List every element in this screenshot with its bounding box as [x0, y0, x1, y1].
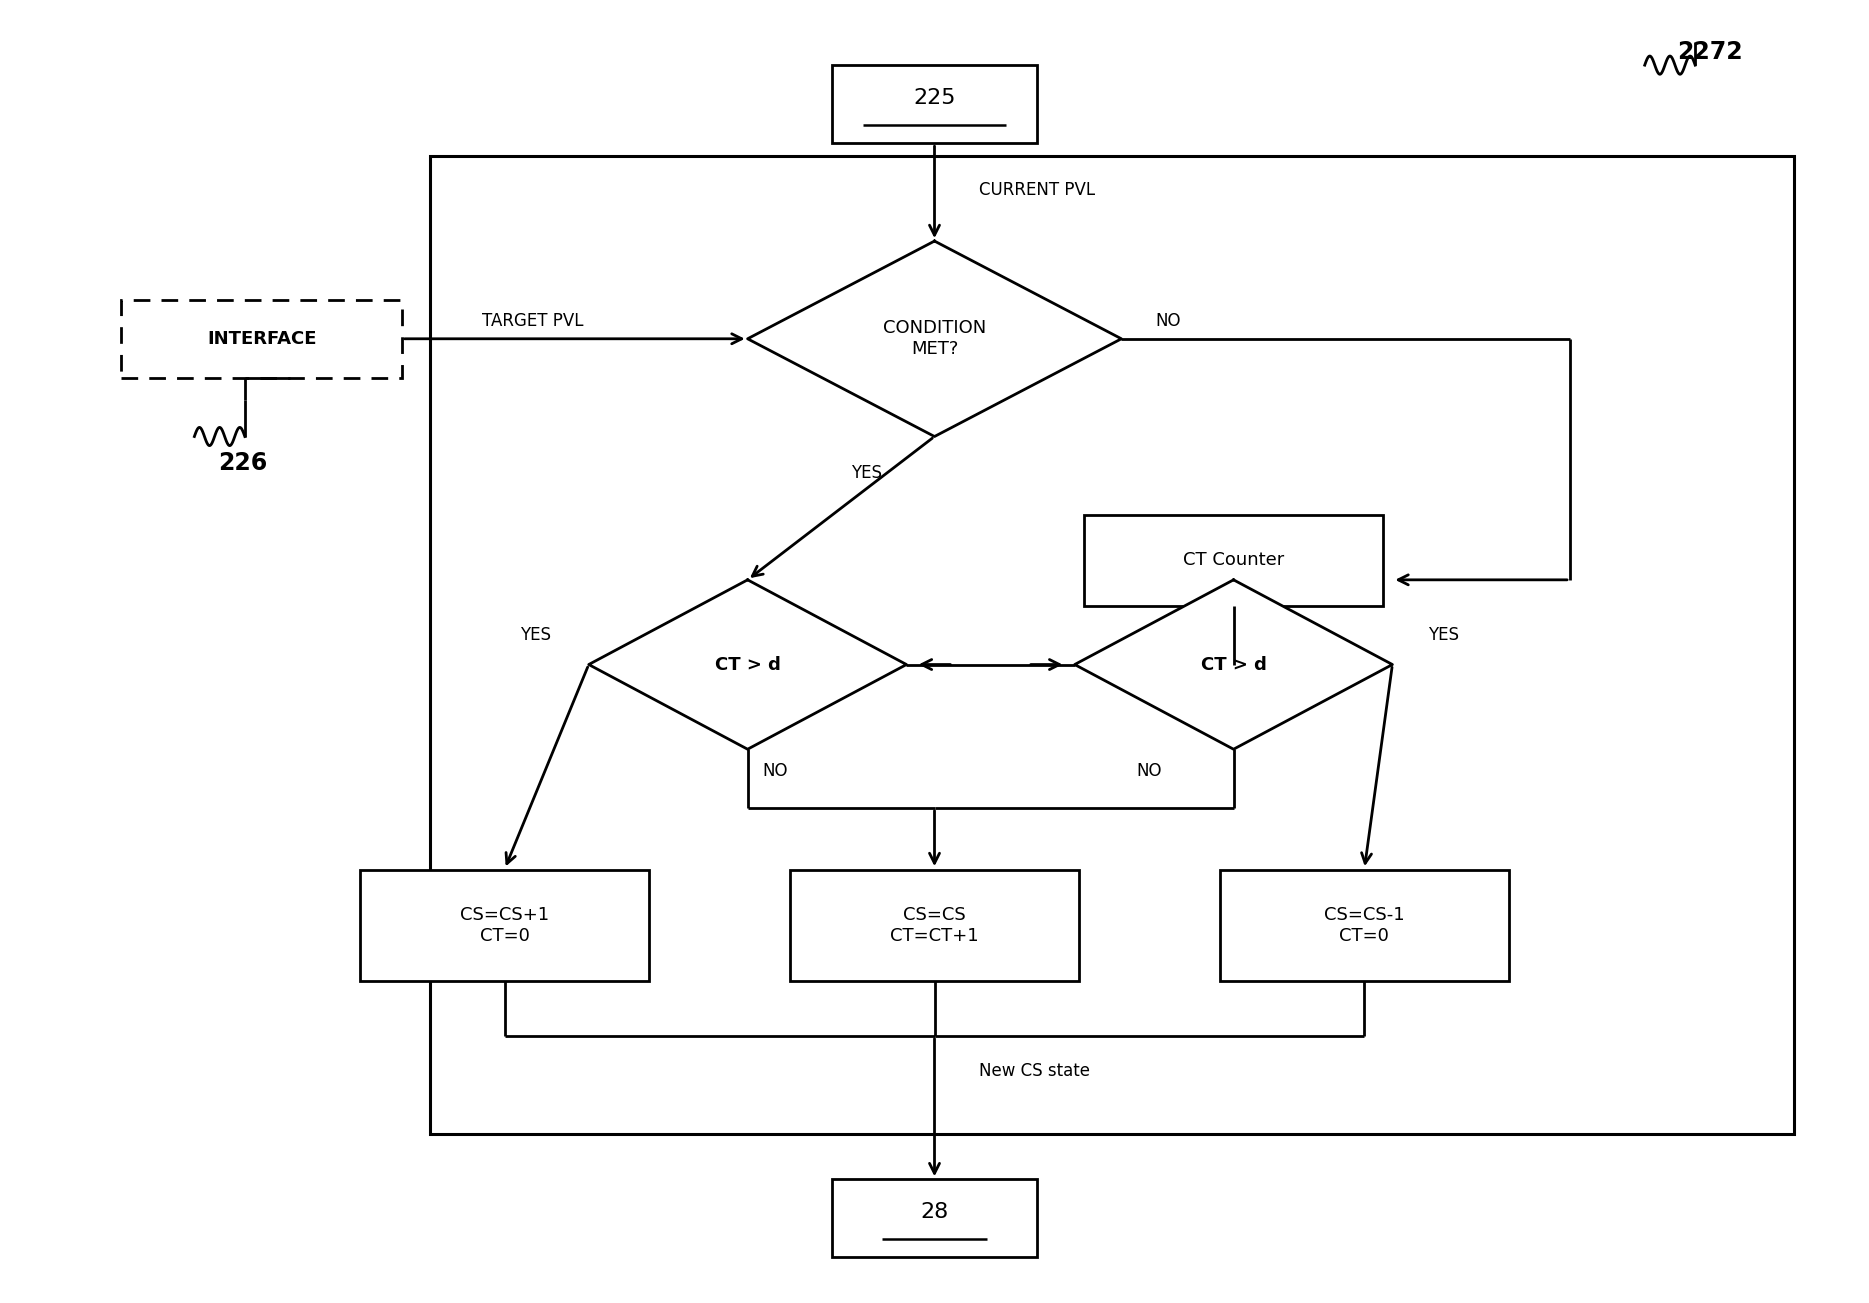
Text: New CS state: New CS state	[979, 1062, 1090, 1080]
Text: 226: 226	[219, 451, 267, 474]
Text: 225: 225	[914, 87, 955, 108]
Bar	[832, 65, 1037, 143]
Text: NO: NO	[1155, 311, 1181, 330]
Text: CT Counter: CT Counter	[1183, 551, 1284, 569]
Bar	[832, 1179, 1037, 1257]
Bar	[121, 300, 402, 378]
Text: NO: NO	[763, 762, 789, 780]
Text: 2272: 2272	[1676, 40, 1744, 64]
Bar	[789, 870, 1080, 981]
Text: 28: 28	[920, 1201, 949, 1222]
Text: CS=CS-1
CT=0: CS=CS-1 CT=0	[1323, 906, 1405, 945]
Text: CT > d: CT > d	[714, 655, 781, 674]
Text: NO: NO	[1136, 762, 1163, 780]
Text: CONDITION
MET?: CONDITION MET?	[882, 319, 987, 358]
Bar	[359, 870, 650, 981]
Text: CS=CS+1
CT=0: CS=CS+1 CT=0	[460, 906, 549, 945]
Polygon shape	[748, 241, 1121, 437]
Text: YES: YES	[850, 464, 882, 482]
Bar	[430, 156, 1794, 1134]
Text: YES: YES	[520, 625, 551, 644]
Bar	[1084, 515, 1383, 606]
Polygon shape	[1075, 580, 1392, 749]
Polygon shape	[589, 580, 906, 749]
Text: INTERFACE: INTERFACE	[207, 330, 316, 348]
Text: CS=CS
CT=CT+1: CS=CS CT=CT+1	[890, 906, 979, 945]
Text: CURRENT PVL: CURRENT PVL	[979, 181, 1095, 199]
Bar	[1219, 870, 1510, 981]
Text: TARGET PVL: TARGET PVL	[482, 311, 583, 330]
Text: CT > d: CT > d	[1200, 655, 1267, 674]
Text: YES: YES	[1428, 625, 1460, 644]
